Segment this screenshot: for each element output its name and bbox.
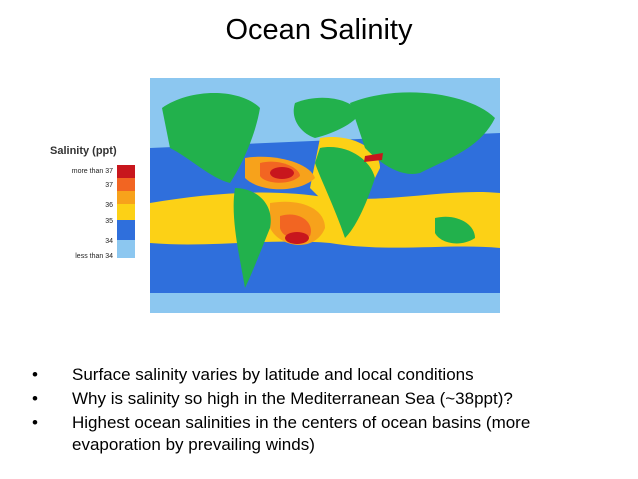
bullet: Why is salinity so high in the Mediterra… <box>32 388 622 410</box>
salinity-map <box>150 78 500 333</box>
legend-swatch <box>117 165 135 178</box>
legend-label: more than 37 <box>72 168 113 175</box>
bullet-list: Surface salinity varies by latitude and … <box>32 364 622 458</box>
legend-swatch <box>117 204 135 220</box>
legend-swatch <box>117 220 135 240</box>
legend-label: 37 <box>105 182 113 189</box>
legend-label: less than 34 <box>75 253 113 260</box>
legend-label: 36 <box>105 202 113 209</box>
legend-swatch <box>117 191 135 204</box>
legend-label: 34 <box>105 238 113 245</box>
legend-swatch <box>117 178 135 191</box>
slide-title: Ocean Salinity <box>225 14 413 46</box>
legend-label: 35 <box>105 218 113 225</box>
legend: Salinity (ppt) more than 37 37 36 35 34 … <box>50 145 135 260</box>
legend-swatch <box>117 240 135 258</box>
legend-title: Salinity (ppt) <box>50 145 117 157</box>
bullet: Surface salinity varies by latitude and … <box>32 364 622 386</box>
bullet: Highest ocean salinities in the centers … <box>32 412 622 456</box>
